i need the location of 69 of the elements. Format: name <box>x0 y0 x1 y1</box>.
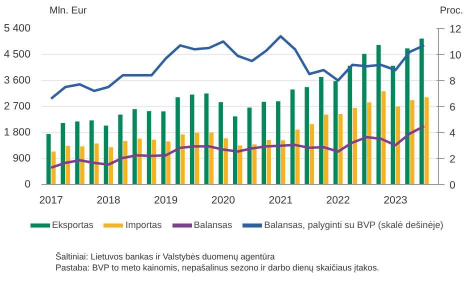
x-tick-label: 2020 <box>211 194 236 206</box>
bar <box>204 94 209 184</box>
bar <box>224 138 228 184</box>
y2-tick-label: 2 <box>450 154 456 166</box>
y-tick-label: 2 700 <box>4 100 31 112</box>
y2-tick-label: 6 <box>450 102 456 114</box>
text: Šaltiniai: Lietuvos bankas ir Valstybės duomenų agentūra <box>56 252 275 262</box>
legend-label: Eksportas <box>52 220 94 230</box>
bar <box>276 101 280 184</box>
y-tick-label: 0 <box>24 178 31 190</box>
bar <box>290 89 295 184</box>
bar <box>75 122 80 184</box>
bar <box>381 91 386 184</box>
bar <box>333 81 338 184</box>
x-tick-label: 2022 <box>326 194 350 206</box>
bar <box>137 138 142 184</box>
x-tick-label: 2021 <box>268 194 293 206</box>
y2-tick-label: 4 <box>450 128 456 140</box>
bar <box>362 54 366 184</box>
bar <box>424 97 429 184</box>
x-tick-label: 2023 <box>384 194 408 206</box>
bar <box>304 87 310 184</box>
bar <box>410 100 414 184</box>
bar <box>176 97 180 184</box>
bar <box>262 102 266 184</box>
bar <box>132 109 137 184</box>
bar <box>118 114 122 184</box>
bar <box>324 114 328 184</box>
bar <box>46 134 51 184</box>
y-tick-label: 3 600 <box>4 74 31 86</box>
y-tick-label: 5 400 <box>4 22 31 34</box>
x-tick-label: 2019 <box>154 194 178 206</box>
bar <box>180 134 185 184</box>
bar <box>89 120 94 184</box>
bar <box>405 48 410 184</box>
legend-label: Importas <box>125 220 162 230</box>
x-tick-label: 2018 <box>96 194 120 206</box>
bar <box>161 111 166 184</box>
bar <box>319 77 324 184</box>
bar <box>123 141 128 184</box>
y2-axis-title: Proc. <box>440 6 464 16</box>
y2-tick-label: 12 <box>450 24 462 36</box>
bar <box>209 132 214 184</box>
line-series <box>50 124 426 169</box>
bar <box>280 140 286 184</box>
bar <box>420 38 424 184</box>
bar <box>218 102 223 184</box>
bar <box>367 102 372 184</box>
legend-label: Balansas <box>194 220 232 230</box>
bar <box>352 108 358 184</box>
bar <box>310 124 314 184</box>
y2-tick-label: 0 <box>450 180 456 192</box>
y-axis-title: Mln. Eur <box>50 6 88 16</box>
y-tick-label: 1 800 <box>4 126 31 138</box>
legend-label: Balansas, palyginti su BVP (skalė dešinėje) <box>264 220 444 230</box>
y2-tick-label: 10 <box>450 50 462 62</box>
text: Pastaba: BVP to meto kainomis, nepašalinus sezono ir darbo dienų skaičiaus įtakos. <box>56 262 380 272</box>
bar <box>376 44 381 184</box>
line-series <box>50 35 426 100</box>
y2-tick-label: 8 <box>450 76 456 88</box>
y-tick-label: 900 <box>12 152 31 164</box>
bar <box>190 94 194 184</box>
bar <box>266 140 271 184</box>
y-tick-label: 4 500 <box>4 48 31 60</box>
bar <box>66 146 70 184</box>
x-tick-label: 2017 <box>39 194 63 206</box>
bar <box>80 146 84 184</box>
bar <box>232 116 238 184</box>
bar <box>166 141 170 184</box>
